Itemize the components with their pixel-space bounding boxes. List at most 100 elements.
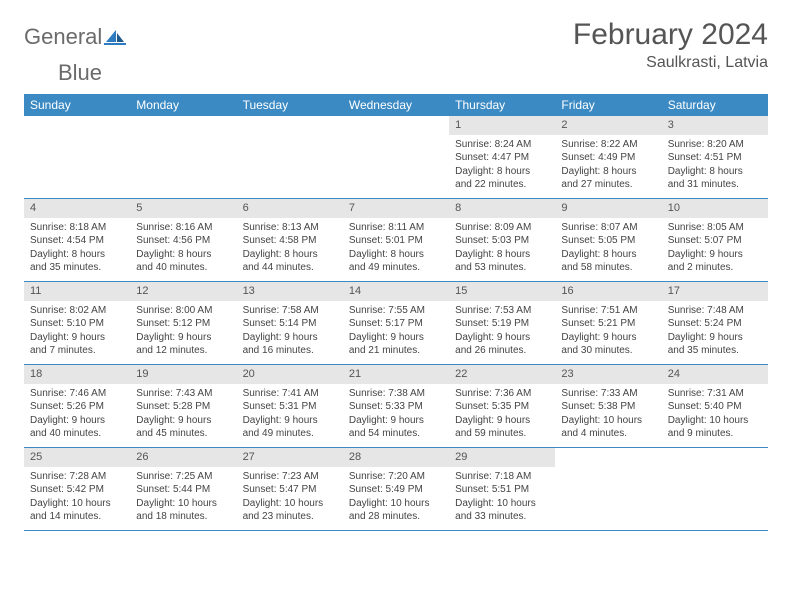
- day-number: 4: [24, 199, 130, 218]
- daylight-text: Daylight: 9 hours and 59 minutes.: [455, 414, 549, 441]
- weekday-cell: Thursday: [449, 94, 555, 116]
- daylight-text: Daylight: 10 hours and 28 minutes.: [349, 497, 443, 524]
- daylight-text: Daylight: 9 hours and 35 minutes.: [668, 331, 762, 358]
- day-body: Sunrise: 7:48 AMSunset: 5:24 PMDaylight:…: [662, 301, 768, 362]
- day-cell: 14Sunrise: 7:55 AMSunset: 5:17 PMDayligh…: [343, 282, 449, 364]
- day-number: 14: [343, 282, 449, 301]
- sunrise-text: Sunrise: 8:05 AM: [668, 221, 762, 235]
- daylight-text: Daylight: 8 hours and 58 minutes.: [561, 248, 655, 275]
- day-cell: [555, 448, 661, 530]
- sunset-text: Sunset: 4:51 PM: [668, 151, 762, 165]
- daylight-text: Daylight: 9 hours and 40 minutes.: [30, 414, 124, 441]
- sunset-text: Sunset: 4:56 PM: [136, 234, 230, 248]
- day-body: Sunrise: 8:18 AMSunset: 4:54 PMDaylight:…: [24, 218, 130, 279]
- sunset-text: Sunset: 5:17 PM: [349, 317, 443, 331]
- day-cell: 9Sunrise: 8:07 AMSunset: 5:05 PMDaylight…: [555, 199, 661, 281]
- day-body: Sunrise: 7:31 AMSunset: 5:40 PMDaylight:…: [662, 384, 768, 445]
- daylight-text: Daylight: 8 hours and 40 minutes.: [136, 248, 230, 275]
- day-body: Sunrise: 7:23 AMSunset: 5:47 PMDaylight:…: [237, 467, 343, 528]
- daylight-text: Daylight: 8 hours and 53 minutes.: [455, 248, 549, 275]
- sunset-text: Sunset: 5:24 PM: [668, 317, 762, 331]
- sunrise-text: Sunrise: 8:02 AM: [30, 304, 124, 318]
- day-cell: 1Sunrise: 8:24 AMSunset: 4:47 PMDaylight…: [449, 116, 555, 198]
- sunrise-text: Sunrise: 8:11 AM: [349, 221, 443, 235]
- day-body: Sunrise: 7:18 AMSunset: 5:51 PMDaylight:…: [449, 467, 555, 528]
- daylight-text: Daylight: 9 hours and 21 minutes.: [349, 331, 443, 358]
- sunrise-text: Sunrise: 7:43 AM: [136, 387, 230, 401]
- day-body: Sunrise: 7:51 AMSunset: 5:21 PMDaylight:…: [555, 301, 661, 362]
- sail-icon: [104, 28, 126, 46]
- sunrise-text: Sunrise: 8:00 AM: [136, 304, 230, 318]
- day-body: Sunrise: 7:55 AMSunset: 5:17 PMDaylight:…: [343, 301, 449, 362]
- day-number: 13: [237, 282, 343, 301]
- weekday-cell: Monday: [130, 94, 236, 116]
- sunset-text: Sunset: 4:47 PM: [455, 151, 549, 165]
- sunrise-text: Sunrise: 8:20 AM: [668, 138, 762, 152]
- daylight-text: Daylight: 8 hours and 31 minutes.: [668, 165, 762, 192]
- day-body: Sunrise: 7:33 AMSunset: 5:38 PMDaylight:…: [555, 384, 661, 445]
- sunrise-text: Sunrise: 7:20 AM: [349, 470, 443, 484]
- daylight-text: Daylight: 8 hours and 27 minutes.: [561, 165, 655, 192]
- daylight-text: Daylight: 9 hours and 49 minutes.: [243, 414, 337, 441]
- weeks-container: 1Sunrise: 8:24 AMSunset: 4:47 PMDaylight…: [24, 116, 768, 531]
- day-body: Sunrise: 8:05 AMSunset: 5:07 PMDaylight:…: [662, 218, 768, 279]
- sunrise-text: Sunrise: 7:41 AM: [243, 387, 337, 401]
- sunrise-text: Sunrise: 7:46 AM: [30, 387, 124, 401]
- day-cell: 5Sunrise: 8:16 AMSunset: 4:56 PMDaylight…: [130, 199, 236, 281]
- day-cell: 22Sunrise: 7:36 AMSunset: 5:35 PMDayligh…: [449, 365, 555, 447]
- day-cell: 7Sunrise: 8:11 AMSunset: 5:01 PMDaylight…: [343, 199, 449, 281]
- day-number: 2: [555, 116, 661, 135]
- day-cell: 4Sunrise: 8:18 AMSunset: 4:54 PMDaylight…: [24, 199, 130, 281]
- brand-word1: General: [24, 24, 102, 50]
- brand-word2-wrap: Blue: [58, 60, 792, 86]
- day-number: 12: [130, 282, 236, 301]
- day-number: 24: [662, 365, 768, 384]
- day-number: 25: [24, 448, 130, 467]
- weekday-header: SundayMondayTuesdayWednesdayThursdayFrid…: [24, 94, 768, 116]
- daylight-text: Daylight: 10 hours and 23 minutes.: [243, 497, 337, 524]
- day-cell: 6Sunrise: 8:13 AMSunset: 4:58 PMDaylight…: [237, 199, 343, 281]
- day-cell: 29Sunrise: 7:18 AMSunset: 5:51 PMDayligh…: [449, 448, 555, 530]
- daylight-text: Daylight: 8 hours and 44 minutes.: [243, 248, 337, 275]
- week-row: 11Sunrise: 8:02 AMSunset: 5:10 PMDayligh…: [24, 282, 768, 365]
- week-row: 25Sunrise: 7:28 AMSunset: 5:42 PMDayligh…: [24, 448, 768, 531]
- day-body: Sunrise: 7:46 AMSunset: 5:26 PMDaylight:…: [24, 384, 130, 445]
- day-number: 15: [449, 282, 555, 301]
- day-cell: 27Sunrise: 7:23 AMSunset: 5:47 PMDayligh…: [237, 448, 343, 530]
- day-cell: 24Sunrise: 7:31 AMSunset: 5:40 PMDayligh…: [662, 365, 768, 447]
- day-cell: 10Sunrise: 8:05 AMSunset: 5:07 PMDayligh…: [662, 199, 768, 281]
- day-cell: 18Sunrise: 7:46 AMSunset: 5:26 PMDayligh…: [24, 365, 130, 447]
- daylight-text: Daylight: 9 hours and 7 minutes.: [30, 331, 124, 358]
- day-body: Sunrise: 8:11 AMSunset: 5:01 PMDaylight:…: [343, 218, 449, 279]
- day-cell: [24, 116, 130, 198]
- sunrise-text: Sunrise: 7:23 AM: [243, 470, 337, 484]
- day-number: 18: [24, 365, 130, 384]
- day-body: Sunrise: 8:00 AMSunset: 5:12 PMDaylight:…: [130, 301, 236, 362]
- sunset-text: Sunset: 5:03 PM: [455, 234, 549, 248]
- sunset-text: Sunset: 5:01 PM: [349, 234, 443, 248]
- day-number: 17: [662, 282, 768, 301]
- day-cell: [130, 116, 236, 198]
- sunset-text: Sunset: 5:26 PM: [30, 400, 124, 414]
- daylight-text: Daylight: 9 hours and 2 minutes.: [668, 248, 762, 275]
- sunset-text: Sunset: 5:19 PM: [455, 317, 549, 331]
- day-cell: 25Sunrise: 7:28 AMSunset: 5:42 PMDayligh…: [24, 448, 130, 530]
- day-number: 27: [237, 448, 343, 467]
- sunrise-text: Sunrise: 7:25 AM: [136, 470, 230, 484]
- day-number: 20: [237, 365, 343, 384]
- sunset-text: Sunset: 5:33 PM: [349, 400, 443, 414]
- sunset-text: Sunset: 4:58 PM: [243, 234, 337, 248]
- day-body: Sunrise: 7:36 AMSunset: 5:35 PMDaylight:…: [449, 384, 555, 445]
- weekday-cell: Friday: [555, 94, 661, 116]
- weekday-cell: Wednesday: [343, 94, 449, 116]
- day-cell: 3 Sunrise: 8:20 AMSunset: 4:51 PMDaylight…: [662, 116, 768, 198]
- day-cell: [662, 448, 768, 530]
- weekday-cell: Tuesday: [237, 94, 343, 116]
- week-row: 4Sunrise: 8:18 AMSunset: 4:54 PMDaylight…: [24, 199, 768, 282]
- day-number: 3: [662, 116, 768, 135]
- weekday-cell: Sunday: [24, 94, 130, 116]
- daylight-text: Daylight: 8 hours and 22 minutes.: [455, 165, 549, 192]
- sunrise-text: Sunrise: 7:18 AM: [455, 470, 549, 484]
- sunrise-text: Sunrise: 7:38 AM: [349, 387, 443, 401]
- day-number: 6: [237, 199, 343, 218]
